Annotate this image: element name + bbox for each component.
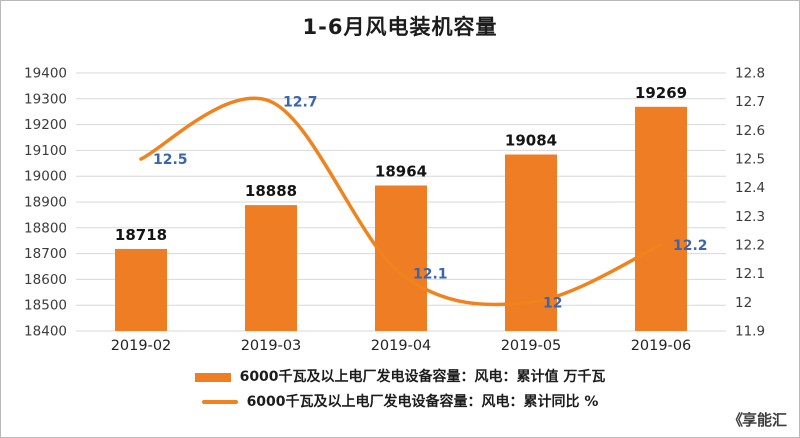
y-axis-right-tick-label: 12.7 <box>735 94 765 110</box>
y-axis-right-tick-label: 12.3 <box>735 209 765 225</box>
legend-item-bar-series: 6000千瓦及以上电厂发电设备容量：风电：累计值 万千瓦 <box>194 367 606 387</box>
y-axis-left-tick-label: 19100 <box>24 143 67 159</box>
y-axis-right-tick-label: 12.8 <box>735 66 765 82</box>
bar <box>635 106 687 331</box>
legend-bar-series-label: 6000千瓦及以上电厂发电设备容量：风电：累计值 万千瓦 <box>239 369 606 385</box>
y-axis-left-tick-label: 19000 <box>24 169 67 185</box>
line-series-swatch-icon <box>201 400 238 404</box>
legend-line-series-label: 6000千瓦及以上电厂发电设备容量：风电：累计同比 % <box>246 394 599 410</box>
y-axis-left-tick-label: 19400 <box>24 66 67 82</box>
line-value-label: 12.1 <box>413 267 448 283</box>
line-value-label: 12.7 <box>283 95 318 111</box>
y-axis-left-tick-label: 18400 <box>24 324 67 340</box>
bar <box>245 205 297 331</box>
x-axis-tick-label: 2019-06 <box>631 338 692 354</box>
y-axis-left-tick-label: 18900 <box>24 195 67 211</box>
legend: 6000千瓦及以上电厂发电设备容量：风电：累计值 万千瓦 6000千瓦及以上电厂… <box>1 367 799 412</box>
y-axis-right-tick-label: 12 <box>735 295 752 311</box>
line-value-label: 12.5 <box>153 152 188 168</box>
y-axis-left-tick-label: 19300 <box>24 91 67 107</box>
bar-value-label: 19084 <box>505 132 557 150</box>
y-axis-right-tick-label: 12.6 <box>735 123 765 139</box>
line-value-label: 12.2 <box>673 238 708 254</box>
bar <box>115 248 167 331</box>
y-axis-left-tick-label: 18700 <box>24 246 67 262</box>
x-axis-tick-label: 2019-05 <box>501 338 562 354</box>
x-axis-tick-label: 2019-03 <box>241 338 302 354</box>
watermark-text: 享能汇 <box>741 411 787 429</box>
bar <box>375 185 427 331</box>
watermark: 《 享能汇 <box>728 409 787 430</box>
y-axis-right-tick-label: 12.1 <box>735 266 765 282</box>
chart-title: 1-6月风电装机容量 <box>302 15 498 39</box>
y-axis-right-tick-label: 12.2 <box>735 238 765 254</box>
x-axis-tick-label: 2019-04 <box>371 338 432 354</box>
y-axis-right-tick-label: 12.5 <box>735 152 765 168</box>
plot-area: 19400 19300 19200 19100 19000 18900 18800 18700… <box>24 66 765 355</box>
bar-value-label: 18964 <box>375 162 427 180</box>
y-axis-left-tick-label: 18500 <box>24 298 67 314</box>
x-axis-tick-label: 2019-02 <box>111 338 172 354</box>
y-axis-left-tick-label: 18800 <box>24 220 67 236</box>
bar-value-label: 19269 <box>635 84 687 102</box>
line-value-label: 12 <box>543 295 562 311</box>
y-axis-left-tick-label: 18600 <box>24 272 67 288</box>
y-axis-right-tick-label: 11.9 <box>735 324 765 340</box>
watermark-logo-icon: 《 <box>727 411 743 429</box>
bar-series-swatch-icon <box>194 372 231 382</box>
bar-value-label: 18888 <box>245 182 297 200</box>
y-axis-right-tick-label: 12.4 <box>735 180 765 196</box>
legend-item-line-series: 6000千瓦及以上电厂发电设备容量：风电：累计同比 % <box>201 392 599 412</box>
trend-line <box>139 96 663 307</box>
bar-value-label: 18718 <box>115 226 167 244</box>
y-axis-left-tick-label: 19200 <box>24 117 67 133</box>
